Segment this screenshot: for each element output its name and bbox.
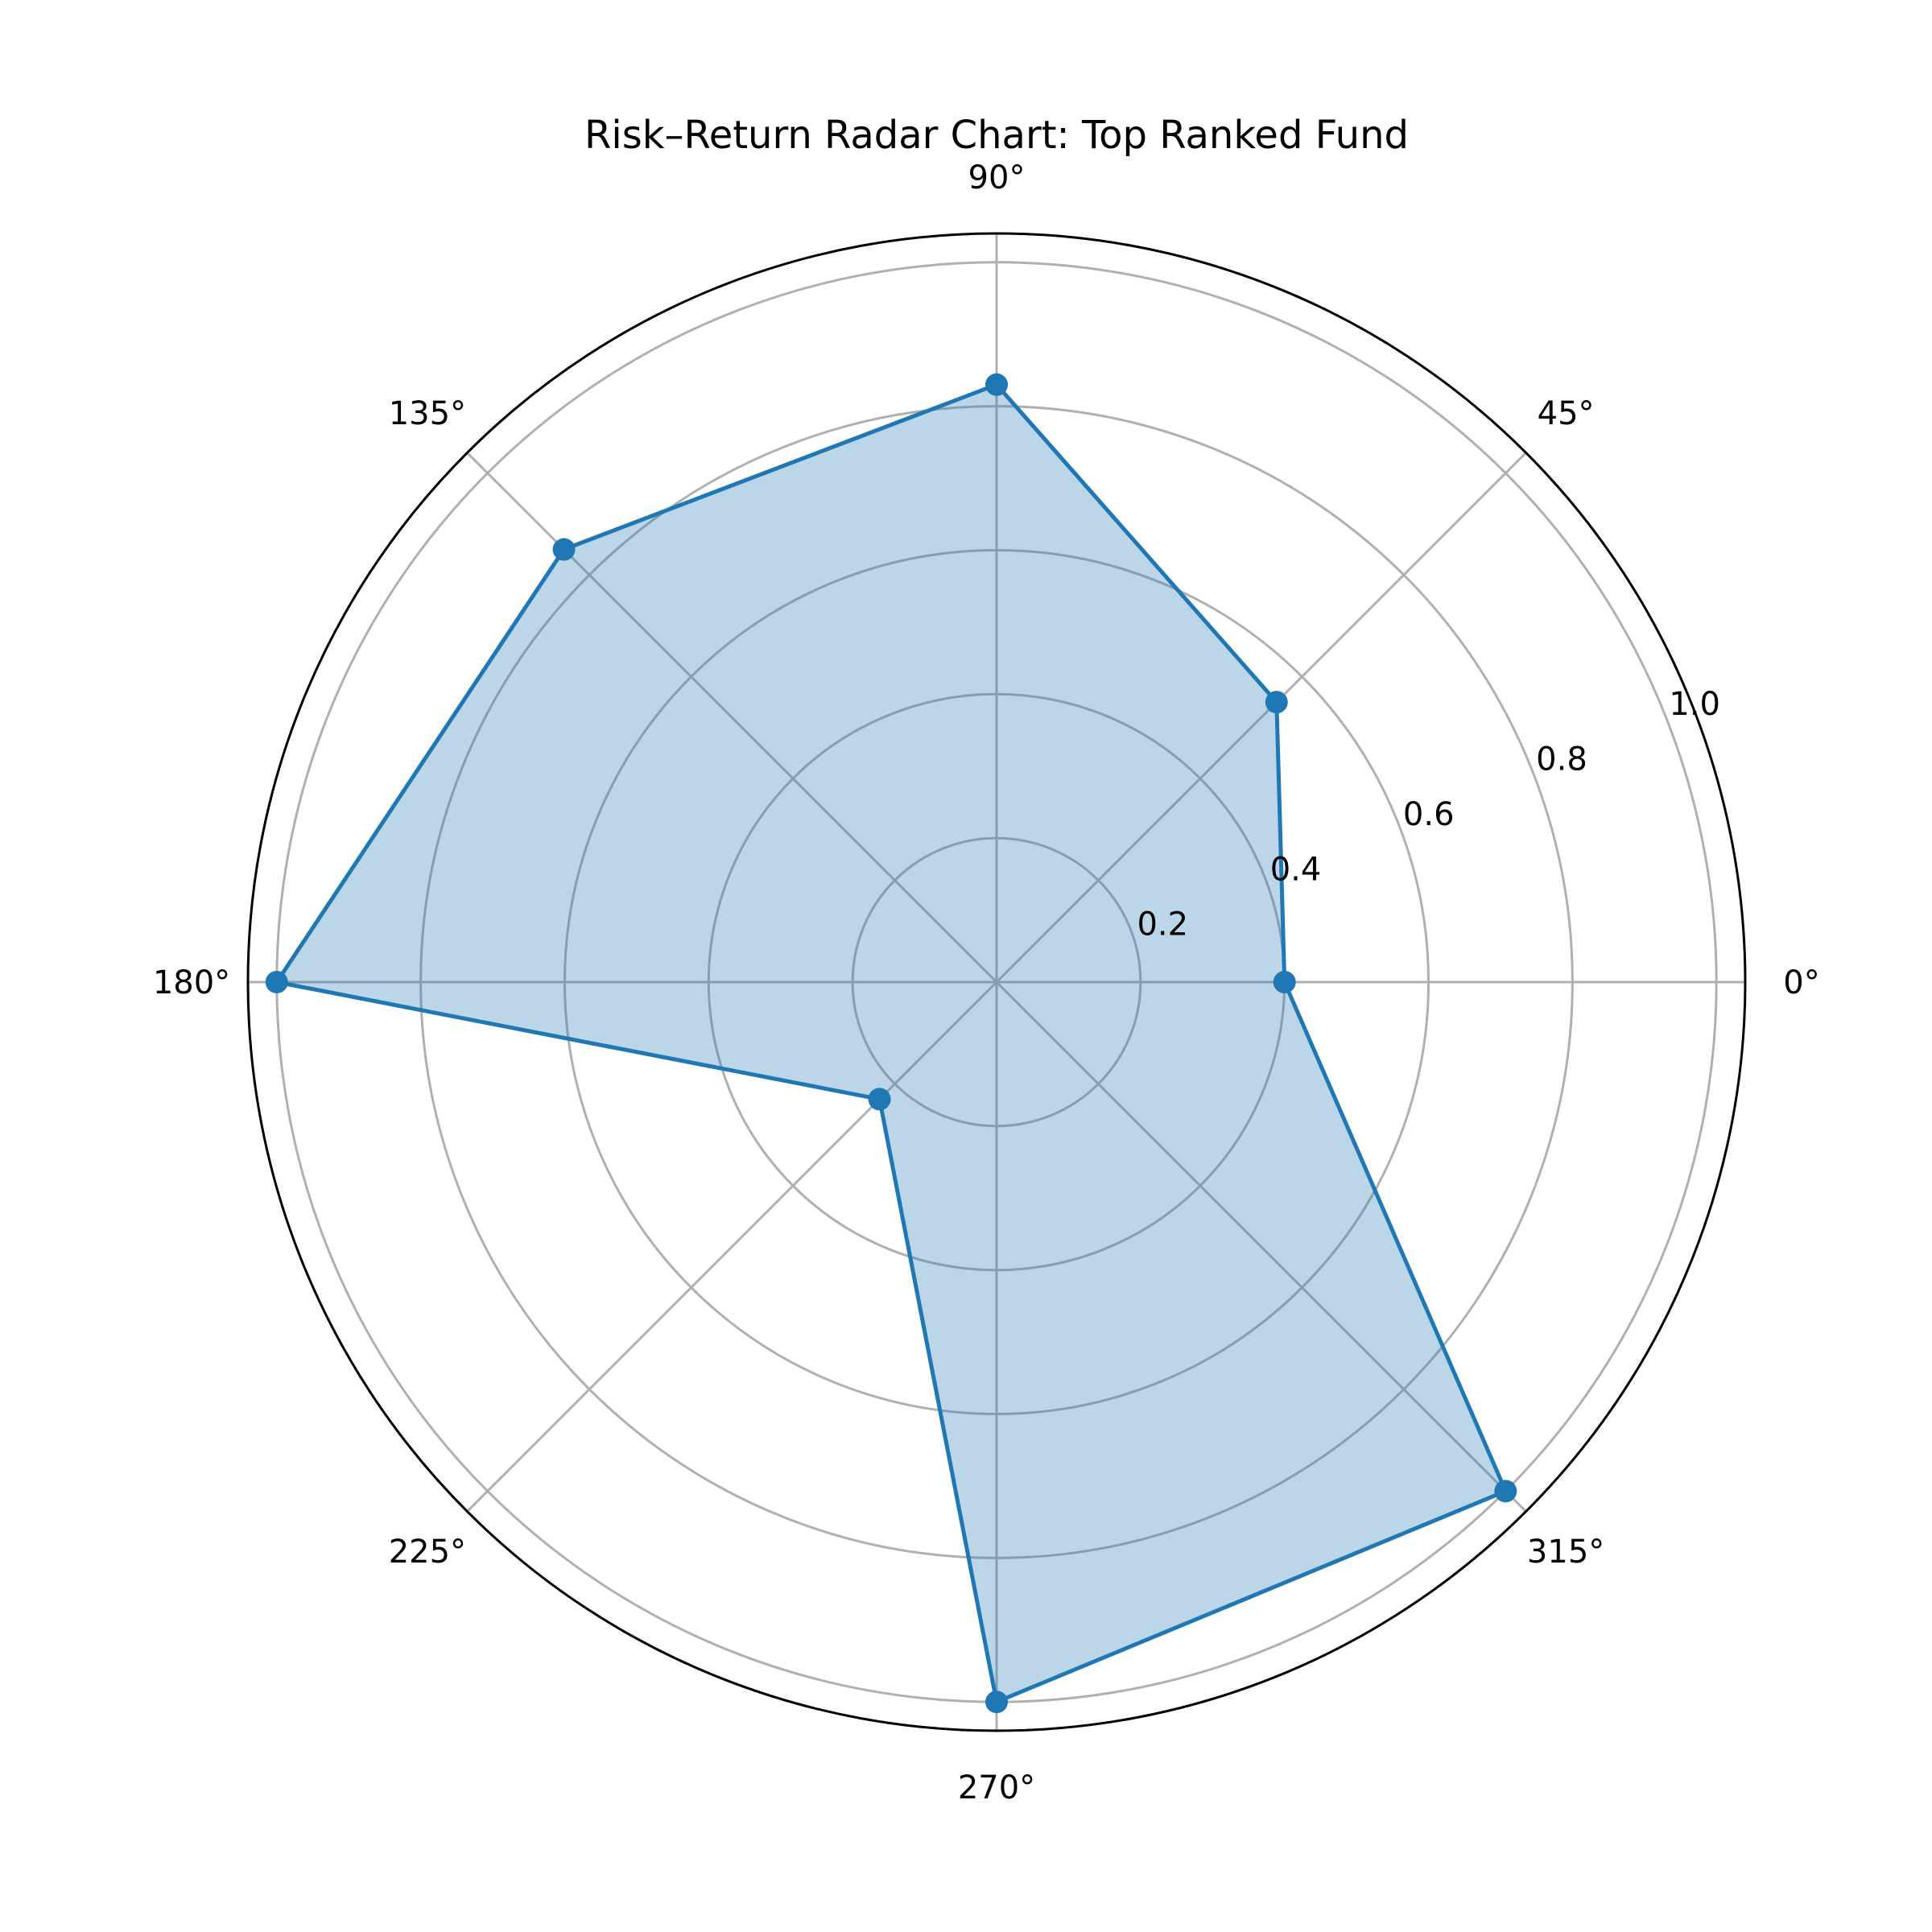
series-layer (265, 373, 1517, 1714)
data-point-1 (1265, 691, 1288, 714)
angle-tick-label-0: 0° (1783, 964, 1819, 1001)
angle-tick-label-2: 90° (968, 159, 1026, 196)
radial-tick-label-0: 0.2 (1137, 906, 1188, 943)
radial-tick-label-1: 0.4 (1270, 851, 1322, 888)
data-point-4 (265, 971, 288, 993)
data-point-5 (868, 1088, 891, 1111)
angular-gridline-5 (466, 980, 998, 1513)
data-point-2 (985, 373, 1008, 396)
angle-tick-label-6: 270° (958, 1769, 1035, 1806)
radial-tick-label-2: 0.6 (1403, 796, 1455, 833)
data-point-7 (1494, 1480, 1517, 1503)
data-point-6 (985, 1690, 1008, 1714)
chart-title: Risk–Return Radar Chart: Top Ranked Fund (584, 113, 1409, 158)
polar-frame (246, 232, 1747, 1732)
radial-tick-label-3: 0.8 (1536, 741, 1587, 778)
angle-tick-label-4: 180° (153, 964, 230, 1001)
radial-tick-label-4: 1.0 (1669, 686, 1720, 723)
tick-labels: 0° 45° 90° 135° 180° 225° 270° 315° 0.2 0.4 0.6 0.8… (153, 159, 1820, 1806)
angular-gridline-1 (995, 452, 1527, 984)
data-point-3 (552, 538, 576, 561)
angle-tick-label-5: 225° (389, 1534, 466, 1571)
angular-gridline-7 (995, 980, 1527, 1513)
angle-tick-label-3: 135° (389, 395, 466, 432)
data-point-0 (1273, 971, 1296, 993)
angular-gridline-3 (466, 452, 998, 984)
angle-tick-label-1: 45° (1538, 395, 1595, 432)
angle-tick-label-7: 315° (1527, 1534, 1604, 1571)
series-fill-area (276, 384, 1506, 1703)
